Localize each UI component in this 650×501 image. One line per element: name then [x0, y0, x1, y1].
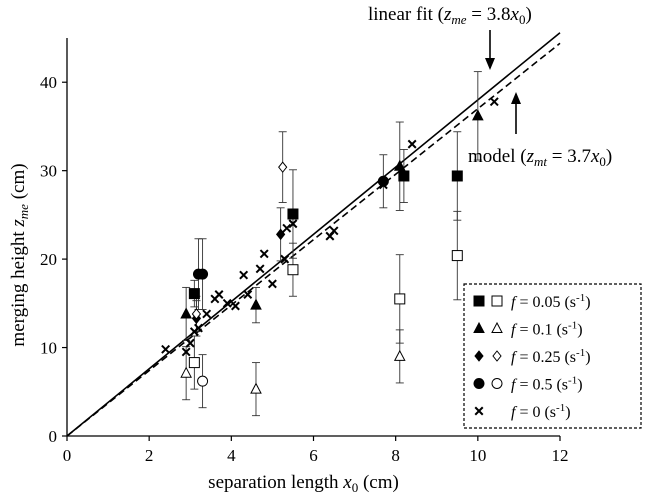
marker-square-filled — [398, 170, 410, 182]
marker-square-open — [188, 357, 200, 369]
marker-cross — [267, 279, 277, 289]
marker-cross — [329, 226, 339, 236]
marker-diamond-open — [191, 308, 202, 320]
y-tick-label: 20 — [40, 250, 57, 269]
model-arrow — [511, 92, 521, 134]
marker-triangle-filled — [180, 307, 192, 319]
x-tick-label: 0 — [63, 446, 72, 465]
model-annotation: model (zmt = 3.7x0) — [468, 146, 612, 169]
marker-cross — [474, 406, 484, 416]
marker-triangle-open — [491, 321, 503, 333]
x-tick-label: 8 — [391, 446, 400, 465]
axes: 0 2 4 6 8 10 12 0 10 20 30 40 separation length x0 (… — [8, 38, 569, 495]
marker-cross — [259, 249, 269, 259]
marker-cross — [202, 309, 212, 319]
marker-square-open — [394, 293, 406, 305]
marker-cross — [161, 344, 171, 354]
y-tick-label: 10 — [40, 339, 57, 358]
legend-item: f = 0.25 (s-1) — [474, 347, 591, 366]
linear-fit-arrow — [485, 30, 495, 70]
marker-cross — [407, 139, 417, 149]
marker-square-filled — [287, 208, 299, 220]
marker-cross — [222, 298, 232, 308]
marker-triangle-open — [180, 366, 192, 378]
marker-cross — [282, 223, 292, 233]
marker-diamond-filled — [474, 350, 484, 362]
marker-circle-open — [491, 378, 503, 389]
legend-label: f = 0.1 (s-1) — [511, 320, 583, 339]
legend-label: f = 0.05 (s-1) — [511, 292, 591, 311]
marker-triangle-filled — [250, 298, 262, 310]
marker-cross — [239, 270, 249, 280]
marker-cross — [280, 254, 290, 264]
legend-label: f = 0.25 (s-1) — [511, 347, 591, 366]
marker-cross — [288, 219, 298, 229]
marker-circle-open — [197, 375, 209, 387]
marker-cross — [210, 294, 220, 304]
marker-cross — [185, 338, 195, 348]
marker-cross — [194, 323, 203, 333]
marker-triangle-filled — [472, 109, 484, 121]
marker-cross — [255, 264, 265, 274]
x-tick-label: 10 — [469, 446, 486, 465]
marker-circle-filled — [377, 175, 389, 187]
marker-square-open — [491, 295, 503, 307]
y-tick-label: 40 — [40, 73, 57, 92]
legend-item: f = 0.05 (s-1) — [473, 292, 591, 311]
data-markers — [161, 97, 499, 394]
marker-square-filled — [451, 170, 463, 182]
marker-cross — [230, 301, 240, 311]
legend-item: f = 0 (s-1) — [474, 402, 571, 421]
marker-diamond-open — [492, 350, 502, 362]
x-tick-label: 12 — [552, 446, 569, 465]
marker-triangle-open — [250, 382, 262, 394]
marker-square-open — [451, 250, 463, 262]
x-tick-label: 2 — [145, 446, 154, 465]
y-tick-label: 30 — [40, 162, 57, 181]
marker-diamond-filled — [275, 228, 286, 241]
marker-square-open — [287, 264, 299, 276]
marker-triangle-filled — [393, 159, 406, 171]
x-tick-label: 6 — [309, 446, 318, 465]
legend-item: f = 0.5 (s-1) — [473, 375, 583, 394]
marker-cross — [243, 290, 253, 299]
marker-diamond-open — [278, 161, 288, 173]
marker-circle-filled — [473, 378, 485, 389]
y-axis-title: merging height zme (cm) — [8, 163, 31, 346]
marker-cross — [489, 97, 499, 107]
marker-cross — [378, 180, 388, 190]
legend-item: f = 0.1 (s-1) — [473, 320, 583, 339]
marker-triangle-open — [393, 349, 406, 361]
legend-label: f = 0 (s-1) — [511, 402, 571, 421]
legend-label: f = 0.5 (s-1) — [511, 375, 583, 394]
marker-triangle-filled — [473, 321, 485, 333]
marker-cross — [181, 347, 191, 357]
marker-square-filled — [188, 288, 200, 300]
x-axis-title: separation length x0 (cm) — [208, 472, 399, 495]
marker-circle-filled — [197, 268, 209, 280]
annotations: linear fit (zme = 3.8x0) model (zmt = 3.7… — [368, 4, 612, 169]
error-bars — [182, 71, 482, 417]
legend: f = 0.05 (s-1) f = 0.1 (s-1) f = 0.25 (s-1… — [463, 283, 642, 429]
model-line — [66, 42, 561, 437]
linear-fit-annotation: linear fit (zme = 3.8x0) — [368, 4, 532, 27]
marker-square-filled — [473, 295, 485, 307]
y-tick-label: 0 — [49, 427, 58, 446]
x-tick-label: 4 — [227, 446, 236, 465]
